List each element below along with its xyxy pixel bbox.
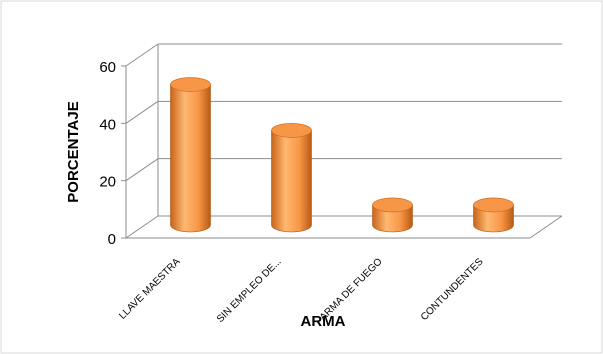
bar-body bbox=[372, 204, 413, 233]
gridline-diagonal bbox=[125, 43, 159, 67]
bar bbox=[473, 197, 514, 233]
bars bbox=[170, 77, 514, 233]
chart-walls bbox=[125, 44, 563, 239]
gridline-diagonal bbox=[125, 215, 159, 239]
bar-body bbox=[271, 130, 312, 233]
y-tick-label: 40 bbox=[99, 116, 116, 133]
bar bbox=[372, 197, 413, 233]
y-tick-labels: 0 20 40 60 bbox=[99, 59, 116, 248]
y-tick-label: 60 bbox=[99, 59, 116, 76]
y-tick-label: 20 bbox=[99, 174, 116, 191]
bar-top bbox=[170, 77, 211, 92]
bar-top bbox=[372, 197, 413, 213]
bar bbox=[271, 123, 312, 233]
gridline-diagonal bbox=[125, 100, 159, 124]
bar-top bbox=[271, 123, 312, 138]
bar-body bbox=[473, 204, 514, 233]
floor-right-edge bbox=[529, 215, 563, 239]
y-axis-title: PORCENTAJE bbox=[65, 101, 82, 202]
bar-top bbox=[473, 197, 514, 213]
bar-body bbox=[170, 84, 211, 233]
gridline-diagonal bbox=[125, 158, 159, 182]
x-axis-title: ARMA bbox=[301, 313, 346, 330]
y-tick-label: 0 bbox=[108, 231, 116, 248]
bar bbox=[170, 77, 211, 233]
